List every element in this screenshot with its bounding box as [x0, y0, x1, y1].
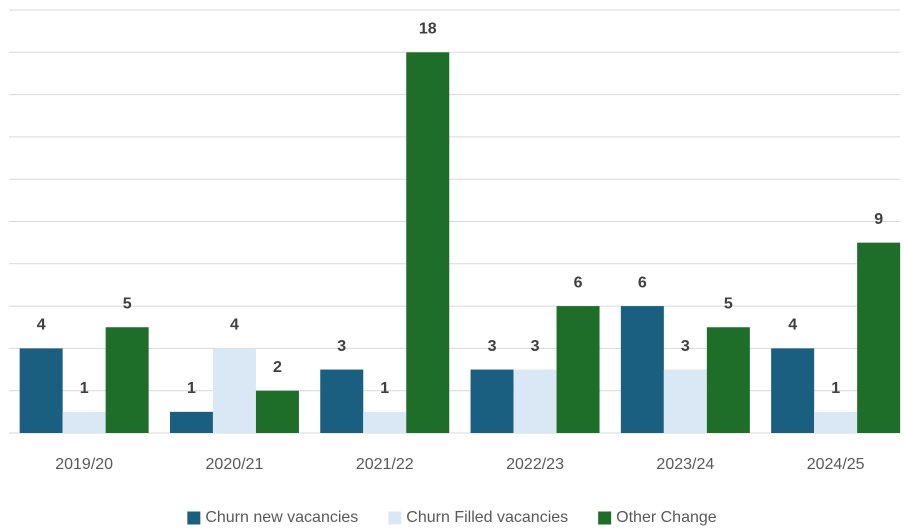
- value-label: 6: [638, 274, 647, 291]
- value-label: 9: [874, 211, 883, 228]
- value-label: 18: [419, 21, 437, 38]
- value-label: 1: [187, 380, 196, 397]
- x-tick-label: 2024/25: [807, 456, 865, 473]
- bar: [663, 369, 707, 433]
- value-label: 2: [273, 359, 282, 376]
- bar: [470, 369, 514, 433]
- value-label: 1: [831, 380, 840, 397]
- value-label: 4: [37, 317, 46, 334]
- legend-item: Other Change: [598, 509, 717, 526]
- legend-swatch: [388, 511, 402, 525]
- value-label: 6: [574, 274, 583, 291]
- legend-item: Churn new vacancies: [187, 509, 358, 526]
- bar: [556, 306, 600, 433]
- bar: [212, 348, 256, 433]
- bar: [169, 411, 213, 433]
- bar: [406, 52, 450, 434]
- x-tick-label: 2021/22: [356, 456, 414, 473]
- legend-swatch: [187, 511, 201, 525]
- bar: [19, 348, 63, 433]
- value-label: 3: [681, 338, 690, 355]
- legend-swatch: [598, 511, 612, 525]
- bar: [320, 369, 364, 433]
- value-label: 4: [788, 317, 797, 334]
- value-label: 4: [230, 317, 239, 334]
- bar: [513, 369, 557, 433]
- legend-label: Churn new vacancies: [205, 509, 358, 526]
- bar: [771, 348, 815, 433]
- legend-label: Churn Filled vacancies: [406, 509, 568, 526]
- bar: [857, 242, 901, 433]
- x-tick-label: 2022/23: [506, 456, 564, 473]
- legend-item: Churn Filled vacancies: [388, 509, 568, 526]
- bar: [814, 411, 858, 433]
- bar: [620, 306, 664, 433]
- value-label: 3: [531, 338, 540, 355]
- value-label: 1: [380, 380, 389, 397]
- bar: [62, 411, 106, 433]
- bar: [363, 411, 407, 433]
- x-tick-label: 2019/20: [55, 456, 113, 473]
- bar: [255, 390, 299, 433]
- x-tick-label: 2020/21: [206, 456, 264, 473]
- bar: [706, 327, 750, 433]
- value-label: 1: [80, 380, 89, 397]
- bar: [105, 327, 149, 433]
- x-tick-label: 2023/24: [656, 456, 714, 473]
- value-label: 5: [724, 295, 733, 312]
- value-label: 3: [488, 338, 497, 355]
- legend-label: Other Change: [616, 509, 717, 526]
- value-label: 5: [123, 295, 132, 312]
- value-label: 3: [337, 338, 346, 355]
